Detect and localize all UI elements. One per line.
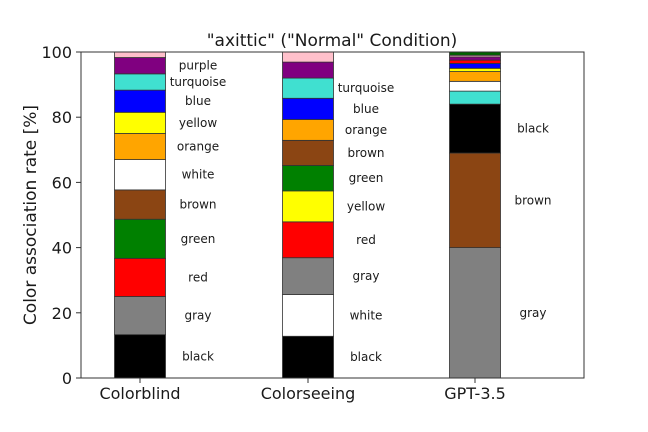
plot-frame (80, 51, 585, 379)
bar-segment-colorseeing-turquoise (282, 77, 334, 99)
bar-segment-gpt-3-5-white (449, 80, 501, 92)
bar-segment-colorblind-yellow (114, 111, 166, 134)
segment-label-colorblind-orange: orange (177, 140, 219, 154)
bar-segment-colorblind-pink (114, 51, 166, 58)
bar-segment-gpt-3-5-brown (449, 152, 501, 248)
segment-label-colorblind-yellow: yellow (179, 116, 217, 130)
segment-label-colorblind-blue: blue (185, 94, 211, 108)
y-axis-label: Color association rate [%] (21, 105, 41, 325)
bar-segment-colorblind-black (114, 334, 166, 379)
segment-label-colorblind-black: black (182, 349, 214, 363)
bar-segment-colorseeing-blue (282, 97, 334, 120)
bars-group (114, 51, 501, 379)
segment-label-colorseeing-turquoise: turquoise (338, 81, 395, 95)
x-tick-label: Colorseeing (261, 384, 356, 403)
bar-segment-gpt-3-5-orange (449, 71, 501, 82)
y-tick-label: 60 (52, 173, 72, 192)
bar-segment-colorblind-blue (114, 89, 166, 113)
bar-segment-colorseeing-white (282, 294, 334, 337)
segment-label-colorblind-gray: gray (184, 309, 211, 323)
bar-segment-colorseeing-orange (282, 119, 334, 141)
segment-labels-group: black gray red green brown white orange yellow b… (170, 59, 552, 364)
bar-segment-colorblind-red (114, 257, 166, 297)
segment-label-gpt-3-5-gray: gray (519, 306, 546, 320)
bar-segment-colorseeing-pink (282, 51, 334, 63)
y-tick-label: 20 (52, 304, 72, 323)
segment-label-colorseeing-orange: orange (345, 123, 387, 137)
bar-segment-colorseeing-black (282, 335, 334, 379)
bar-segment-gpt-3-5-purple (449, 56, 501, 61)
bar-segment-colorblind-gray (114, 296, 166, 336)
y-tick-label: 40 (52, 239, 72, 258)
segment-label-colorseeing-brown: brown (347, 146, 384, 160)
chart-title: "axittic" ("Normal" Condition) (207, 31, 458, 51)
segment-label-colorseeing-green: green (349, 171, 384, 185)
bar-segment-gpt-3-5-gray (449, 247, 501, 379)
bar-segment-gpt-3-5-turquoise (449, 90, 501, 105)
y-tick-label: 100 (41, 43, 72, 62)
y-tick-label: 0 (62, 369, 72, 388)
x-axis-ticks: Colorblind Colorseeing GPT-3.5 (99, 378, 506, 403)
bar-segment-colorseeing-red (282, 221, 334, 259)
segment-label-colorblind-white: white (182, 168, 215, 182)
y-axis-ticks: 0 20 40 60 80 100 (41, 43, 81, 388)
bar-segment-colorseeing-yellow (282, 190, 334, 223)
bar-segment-colorblind-turquoise (114, 73, 166, 91)
bar-segment-gpt-3-5-black (449, 103, 501, 154)
bar-segment-gpt-3-5-blue (449, 63, 501, 69)
segment-label-colorseeing-black: black (350, 350, 382, 364)
bar-segment-gpt-3-5-yellow (449, 67, 501, 72)
segment-label-gpt-3-5-brown: brown (514, 193, 551, 207)
bar-segment-colorblind-orange (114, 133, 166, 160)
segment-label-colorblind-turquoise: turquoise (170, 75, 227, 89)
segment-label-gpt-3-5-black: black (517, 122, 549, 136)
bar-segment-colorseeing-gray (282, 257, 334, 295)
x-tick-label: GPT-3.5 (444, 384, 506, 403)
segment-label-colorseeing-blue: blue (353, 102, 379, 116)
bar-segment-colorseeing-green (282, 165, 334, 192)
bar-segment-colorblind-green (114, 218, 166, 259)
y-tick-label: 80 (52, 108, 72, 127)
segment-label-colorblind-red: red (188, 270, 208, 284)
segment-label-colorseeing-yellow: yellow (347, 199, 385, 213)
bar-segment-colorblind-white (114, 159, 166, 191)
segment-label-colorseeing-gray: gray (352, 269, 379, 283)
segment-label-colorseeing-red: red (356, 233, 376, 247)
bar-segment-gpt-3-5-red (449, 59, 501, 64)
segment-label-colorblind-purple: purple (179, 59, 218, 73)
bar-segment-colorseeing-purple (282, 61, 334, 79)
segment-label-colorblind-green: green (181, 232, 216, 246)
x-tick-label: Colorblind (99, 384, 180, 403)
bar-segment-colorseeing-brown (282, 139, 334, 166)
bar-segment-colorblind-purple (114, 57, 166, 75)
segment-label-colorblind-brown: brown (179, 198, 216, 212)
segment-label-colorseeing-white: white (350, 308, 383, 322)
bar-segment-colorblind-brown (114, 189, 166, 220)
